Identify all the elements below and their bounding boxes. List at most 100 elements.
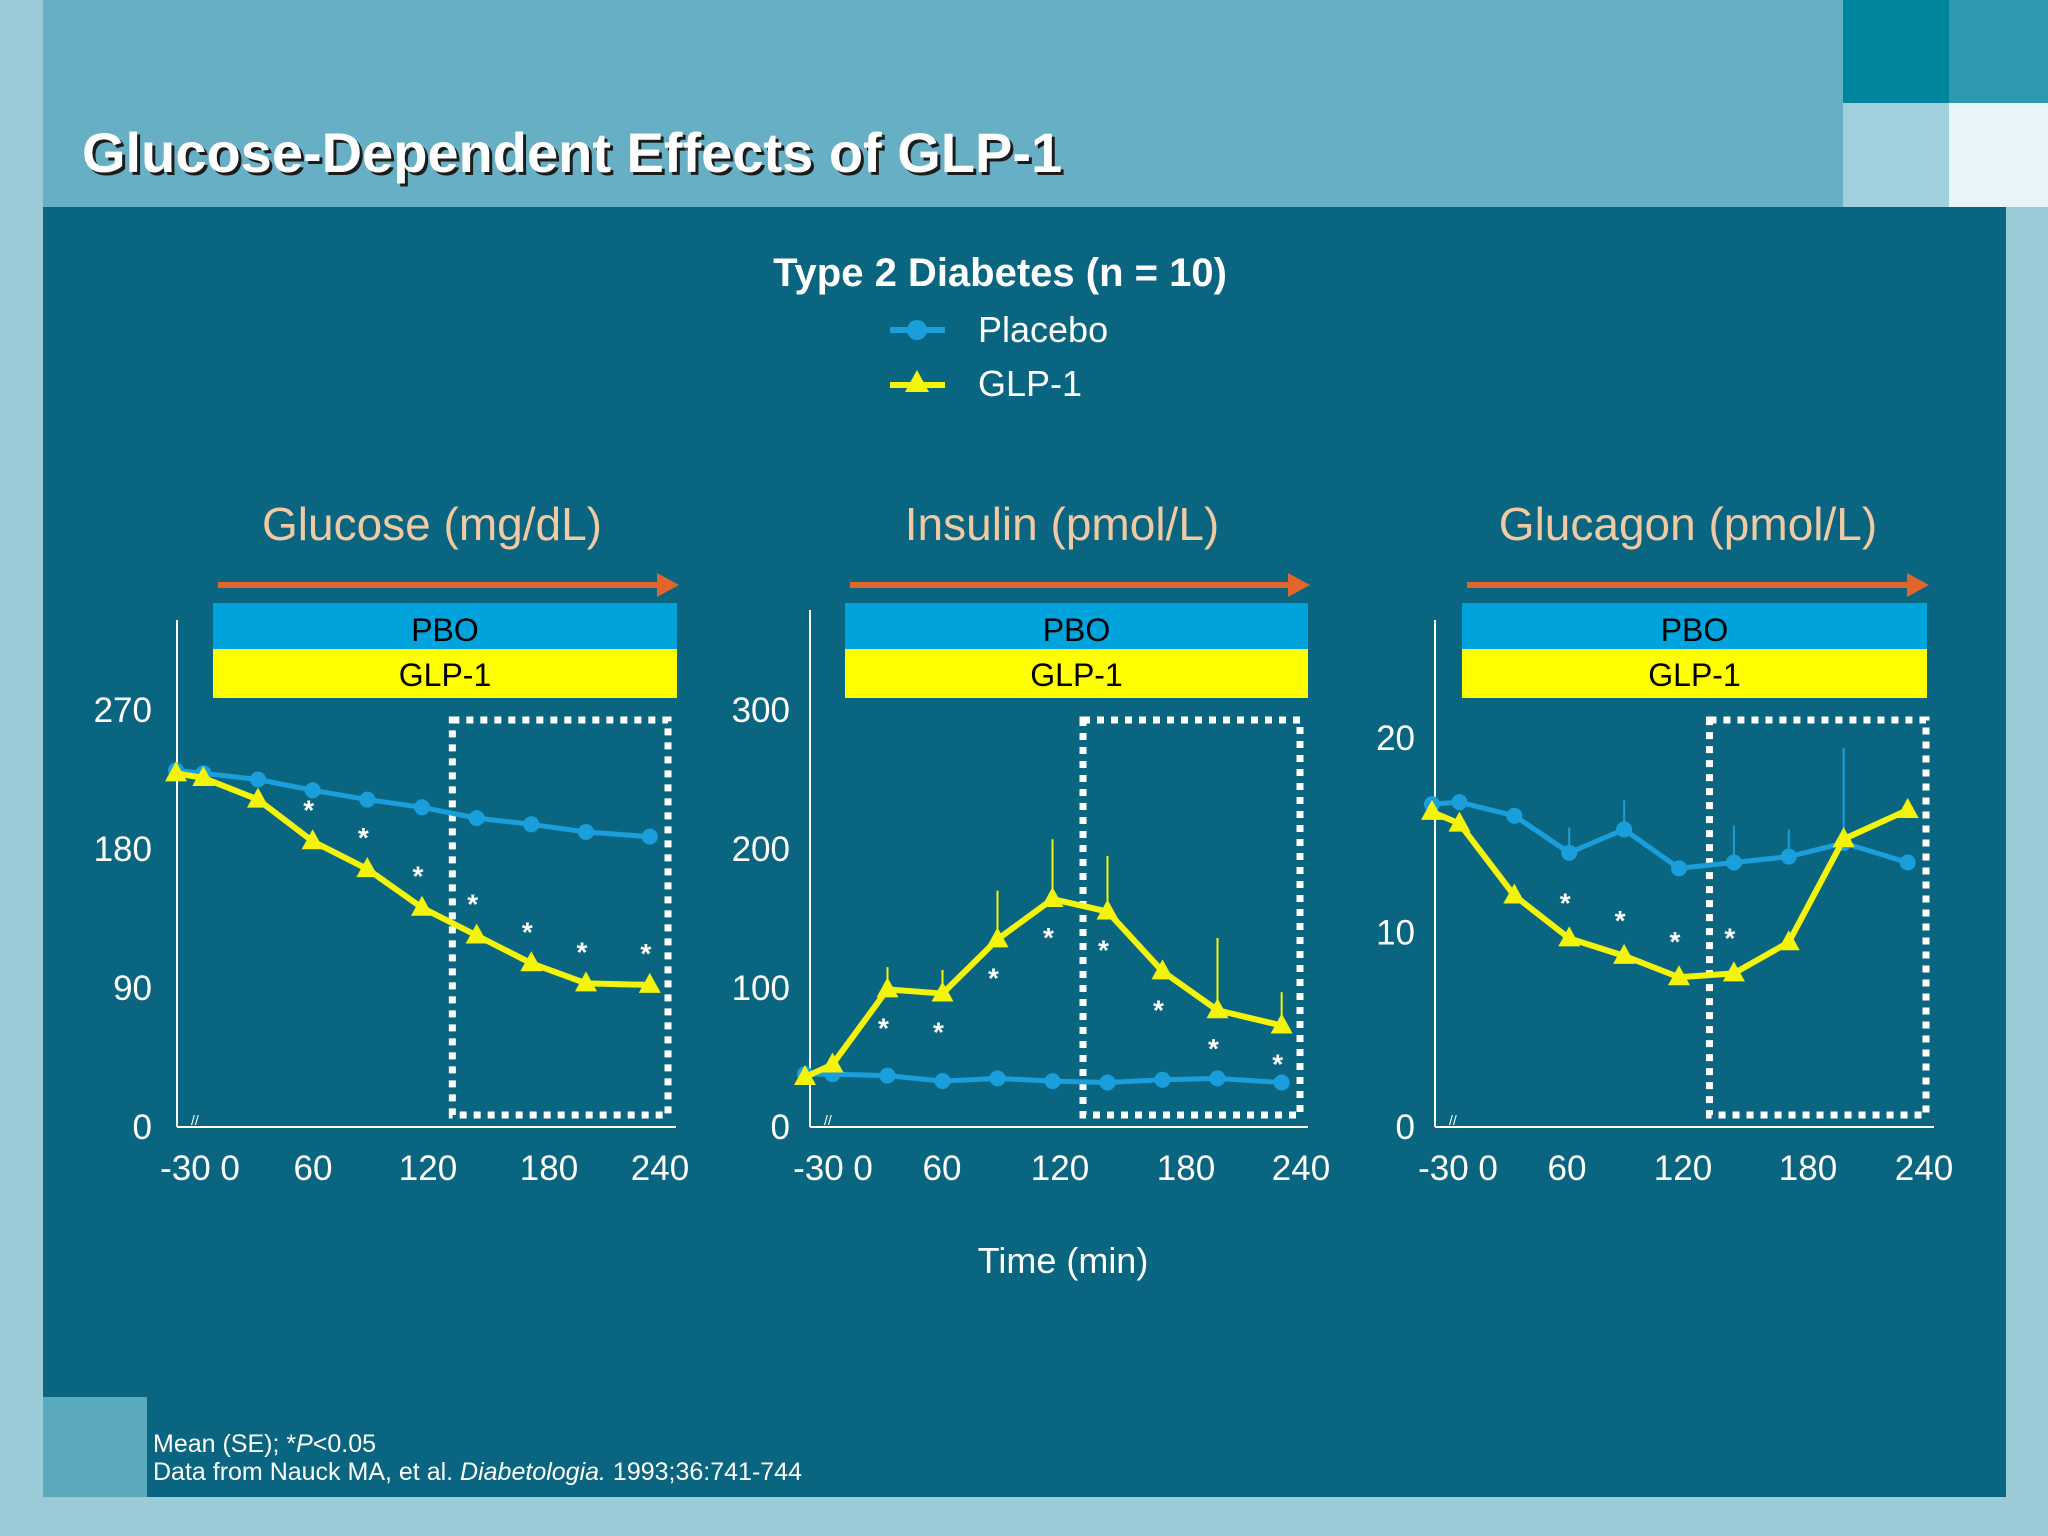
significance-star: * xyxy=(1615,905,1626,936)
glp1-point xyxy=(1503,883,1526,904)
corner-square-dark xyxy=(1843,0,1949,103)
glp1-point xyxy=(1558,926,1581,947)
axis-break-icon: // xyxy=(191,1112,199,1128)
panel-title: Insulin (pmol/L) xyxy=(905,498,1219,550)
placebo-point xyxy=(934,1073,951,1090)
placebo-line xyxy=(1431,799,1909,871)
glp1-point xyxy=(821,1052,844,1073)
x-tick-label: 180 xyxy=(520,1149,578,1188)
glp1-bar xyxy=(213,649,677,698)
significance-star: * xyxy=(1208,1033,1219,1064)
legend-placebo: Placebo xyxy=(890,309,1108,350)
pbo-bar-label: PBO xyxy=(1043,612,1111,648)
x-tick-label: 240 xyxy=(1895,1149,1953,1188)
placebo-point xyxy=(1273,1074,1290,1091)
placebo-point xyxy=(1451,794,1468,811)
placebo-point xyxy=(879,1067,896,1084)
significance-star: * xyxy=(1670,926,1681,957)
footnote-line-1-prefix: Mean (SE); * xyxy=(153,1430,297,1458)
glp1-point xyxy=(794,1064,816,1085)
x-tick-label: -30 0 xyxy=(793,1149,873,1188)
footnote-journal: Diabetologia. xyxy=(460,1458,606,1486)
x-tick-label: 60 xyxy=(1548,1149,1587,1188)
legend-heading: Type 2 Diabetes (n = 10) xyxy=(773,251,1227,295)
x-tick-label: 120 xyxy=(1654,1149,1712,1188)
placebo-point xyxy=(641,828,658,845)
significance-star: * xyxy=(1153,994,1164,1025)
y-tick-label: 200 xyxy=(732,830,790,869)
glp1-point xyxy=(876,977,899,998)
glp1-point xyxy=(638,972,661,993)
glp1-point xyxy=(1613,943,1636,964)
glp1-point xyxy=(1722,961,1745,982)
placebo-point xyxy=(1899,854,1916,871)
placebo-point xyxy=(414,799,430,816)
placebo-point xyxy=(1209,1070,1226,1087)
panel-title: Glucose (mg/dL) xyxy=(262,498,602,550)
placebo-line xyxy=(175,767,650,840)
glp1-point xyxy=(247,787,269,808)
placebo-point xyxy=(1561,844,1578,861)
glp1-point xyxy=(1896,797,1919,818)
placebo-point xyxy=(1671,860,1687,877)
glp1-point xyxy=(1206,998,1229,1019)
panel-1: Glucose (mg/dL) PBO GLP-1 // 0 90 180 270 -30 0 6… xyxy=(94,498,690,1188)
significance-star: * xyxy=(1724,922,1735,953)
y-tick-label: 180 xyxy=(94,830,152,869)
y-tick-label: 0 xyxy=(771,1108,790,1147)
glp1-point xyxy=(575,971,597,992)
significance-star: * xyxy=(933,1017,944,1048)
y-tick-label: 0 xyxy=(1396,1108,1415,1147)
glp1-point xyxy=(411,895,433,916)
significance-star: * xyxy=(640,938,651,969)
significance-star: * xyxy=(577,936,588,967)
placebo-point xyxy=(523,816,540,833)
glp1-bar-label: GLP-1 xyxy=(1648,657,1740,693)
corner-square-mid xyxy=(1949,0,2048,103)
significance-star: * xyxy=(467,888,478,919)
placebo-point xyxy=(1506,807,1523,824)
placebo-point xyxy=(989,1070,1006,1087)
pbo-bar xyxy=(845,603,1308,649)
significance-star: * xyxy=(1560,887,1571,918)
placebo-point xyxy=(1099,1074,1116,1091)
glp1-line xyxy=(803,896,1283,1080)
arrow-head-icon xyxy=(1288,573,1310,597)
placebo-point xyxy=(468,810,485,827)
placebo-point xyxy=(1780,848,1797,865)
glp1-point xyxy=(165,761,187,782)
glp1-point xyxy=(301,829,324,850)
y-tick-label: 10 xyxy=(1376,914,1415,953)
glp1-line xyxy=(1430,807,1909,981)
significance-star: * xyxy=(1043,922,1054,953)
circle-line-icon xyxy=(907,320,927,340)
arrow-head-icon xyxy=(1907,573,1929,597)
placebo-point xyxy=(1154,1071,1171,1088)
glp1-point xyxy=(1096,899,1119,920)
highlight-window xyxy=(1705,716,1930,1119)
glp1-point xyxy=(1668,965,1690,986)
glp1-point xyxy=(986,927,1009,948)
glp1-point xyxy=(1777,930,1800,951)
glp1-point xyxy=(1832,827,1855,848)
significance-star: * xyxy=(303,794,314,825)
placebo-point xyxy=(1616,821,1633,838)
glp1-point xyxy=(465,923,488,944)
y-tick-label: 0 xyxy=(133,1108,152,1147)
footnote-line-1-suffix: <0.05 xyxy=(312,1430,377,1458)
y-tick-label: 90 xyxy=(113,969,152,1008)
x-tick-label: 240 xyxy=(1272,1149,1330,1188)
panel-2: Insulin (pmol/L) PBO GLP-1 // 0 100 200 300 -30 … xyxy=(732,498,1331,1188)
pbo-bar xyxy=(1462,603,1927,649)
y-tick-label: 100 xyxy=(732,969,790,1008)
glp1-point xyxy=(1270,1013,1293,1034)
axis-break-icon: // xyxy=(1449,1112,1457,1128)
glp1-point xyxy=(1448,811,1471,832)
corner-square-white xyxy=(1949,103,2048,207)
significance-star: * xyxy=(358,822,369,853)
placebo-point xyxy=(1725,854,1742,871)
x-tick-label: 180 xyxy=(1779,1149,1837,1188)
pbo-bar-label: PBO xyxy=(1661,612,1729,648)
glp1-bar xyxy=(845,649,1308,698)
